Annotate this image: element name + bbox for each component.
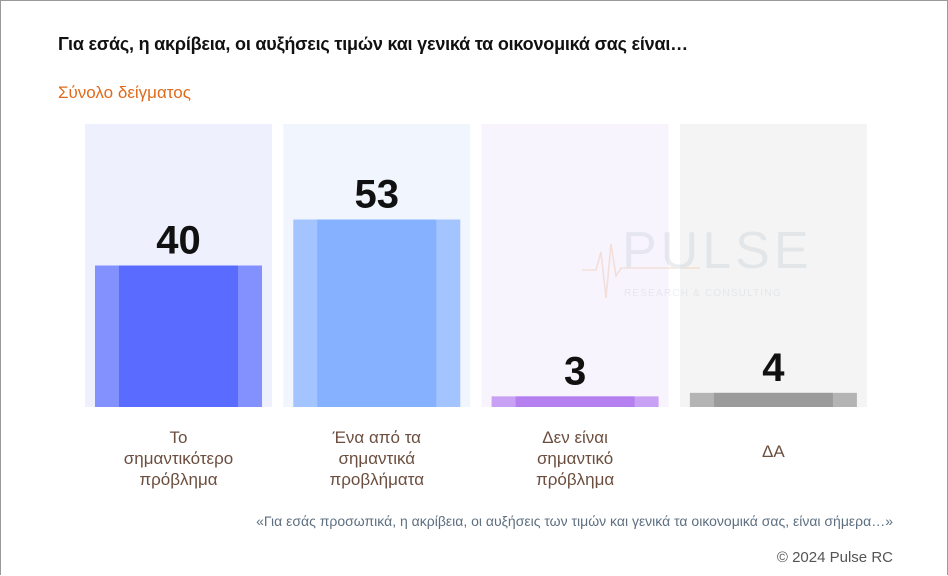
watermark-brand: PULSE <box>622 222 813 280</box>
bar-core <box>317 219 437 407</box>
category-label: Ένα από τα σημαντικά προβλήματα <box>330 428 425 489</box>
data-label: 3 <box>564 349 586 393</box>
category-label: ΔΑ <box>762 442 785 461</box>
copyright: © 2024 Pulse RC <box>776 549 893 566</box>
bar-core <box>515 396 635 407</box>
bar-core <box>119 265 238 407</box>
question-footnote: «Για εσάς προσωπικά, η ακρίβεια, οι αυξή… <box>256 513 893 529</box>
data-label: 53 <box>355 173 400 217</box>
data-label: 40 <box>156 219 201 263</box>
watermark-tagline: RESEARCH & CONSULTING <box>624 288 782 299</box>
bar-core <box>713 392 833 407</box>
chart-title: Για εσάς, η ακρίβεια, οι αυξήσεις τιμών … <box>58 34 688 54</box>
chart-subtitle: Σύνολο δείγματος <box>58 83 191 102</box>
bar-background <box>679 124 867 407</box>
pulse-watermark: PULSE RESEARCH & CONSULTING <box>582 222 813 299</box>
bar-background <box>481 124 669 407</box>
data-label: 4 <box>762 346 785 390</box>
pulse-wave-icon <box>582 243 700 299</box>
category-label: Το σημαντικότερο πρόβλημα <box>124 428 234 489</box>
category-label: Δεν είναι σημαντικό πρόβλημα <box>536 428 614 489</box>
